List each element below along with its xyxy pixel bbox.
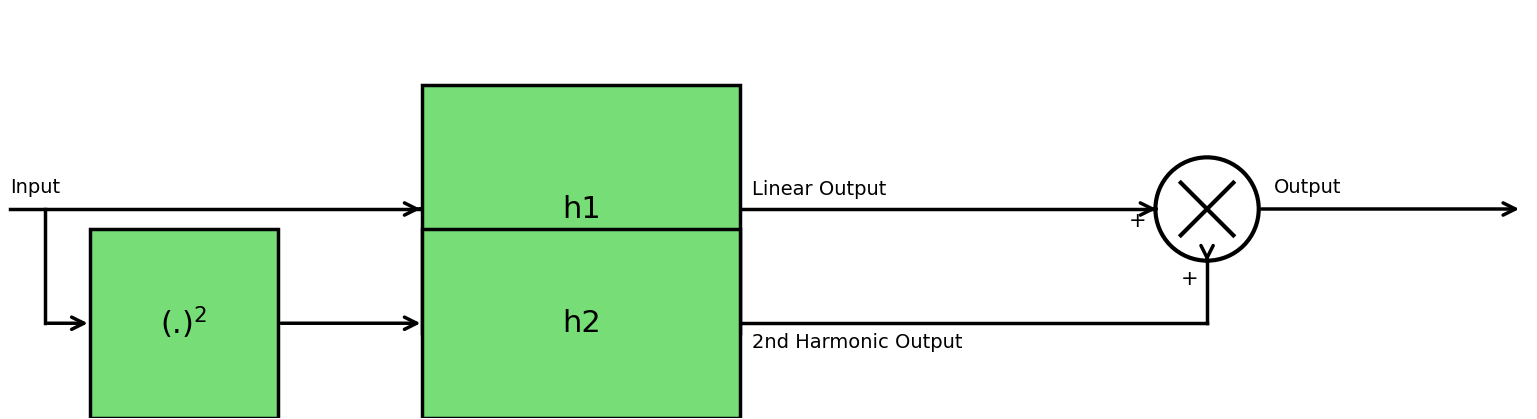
Text: (.)$^2$: (.)$^2$ — [160, 305, 207, 341]
Text: 2nd Harmonic Output: 2nd Harmonic Output — [752, 333, 962, 352]
FancyBboxPatch shape — [89, 229, 278, 418]
Text: h2: h2 — [563, 309, 601, 338]
Text: Output: Output — [1274, 178, 1342, 197]
FancyBboxPatch shape — [423, 85, 741, 333]
Text: h1: h1 — [563, 194, 601, 223]
Text: +: + — [1128, 211, 1147, 231]
Text: +: + — [1180, 269, 1197, 289]
Text: Linear Output: Linear Output — [752, 180, 887, 199]
Circle shape — [1156, 158, 1259, 261]
FancyBboxPatch shape — [423, 229, 741, 418]
Text: Input: Input — [11, 178, 60, 197]
